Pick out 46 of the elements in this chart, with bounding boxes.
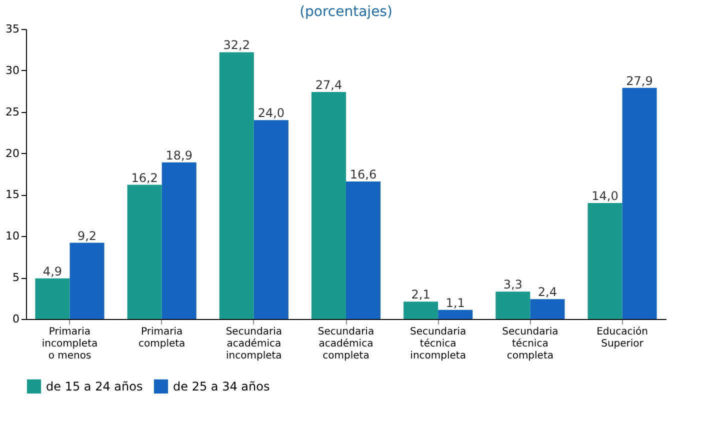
y-tick-label: 15 bbox=[6, 188, 20, 202]
data-label: 2,4 bbox=[538, 285, 557, 300]
data-label: 9,2 bbox=[77, 228, 97, 243]
x-tick-label: Educación Superior bbox=[596, 326, 648, 350]
y-tick-label: 0 bbox=[12, 312, 20, 326]
bar bbox=[588, 203, 622, 319]
chart-title: (porcentajes) bbox=[300, 4, 392, 20]
bar bbox=[496, 292, 530, 319]
x-tick-label: Secundaria técnica completa bbox=[502, 326, 558, 362]
bar bbox=[622, 88, 657, 319]
bar bbox=[35, 278, 70, 319]
bar bbox=[162, 162, 196, 319]
bar bbox=[127, 184, 162, 319]
bar bbox=[438, 310, 473, 319]
x-tick-label: Primaria completa bbox=[138, 326, 186, 350]
y-tick-label: 10 bbox=[6, 230, 20, 243]
data-label: 27,4 bbox=[315, 78, 342, 92]
x-tick-label: Primaria incompleta o menos bbox=[42, 326, 98, 362]
data-label: 18,9 bbox=[166, 148, 192, 162]
x-tick-label: Secundaria técnica incompleta bbox=[410, 326, 466, 362]
data-label: 32,2 bbox=[223, 38, 250, 52]
bar bbox=[404, 302, 438, 319]
x-tick-label: Secundaria académica incompleta bbox=[226, 326, 282, 362]
bar bbox=[219, 52, 254, 319]
data-label: 16,2 bbox=[131, 170, 158, 185]
y-tick-label: 30 bbox=[6, 64, 20, 77]
data-label: 24,0 bbox=[258, 106, 285, 120]
bar bbox=[530, 299, 565, 319]
legend-label: de 15 a 24 años bbox=[46, 379, 143, 394]
bar bbox=[254, 120, 288, 319]
data-label: 14,0 bbox=[592, 189, 618, 203]
y-tick-label: 25 bbox=[6, 105, 20, 118]
y-tick-label: 20 bbox=[6, 146, 20, 160]
bar bbox=[70, 242, 104, 319]
data-label: 3,3 bbox=[503, 278, 522, 292]
data-label: 4,9 bbox=[42, 264, 62, 278]
bar bbox=[311, 92, 346, 319]
data-label: 27,9 bbox=[626, 74, 653, 88]
bar bbox=[346, 181, 381, 319]
legend-label: de 25 a 34 años bbox=[173, 379, 270, 394]
data-label: 2,1 bbox=[411, 288, 430, 302]
y-tick-label: 5 bbox=[12, 271, 20, 284]
x-tick-label: Secundaria académica completa bbox=[318, 326, 374, 362]
y-tick-label: 35 bbox=[6, 22, 20, 36]
data-label: 1,1 bbox=[446, 296, 465, 310]
data-label: 16,6 bbox=[350, 167, 377, 182]
